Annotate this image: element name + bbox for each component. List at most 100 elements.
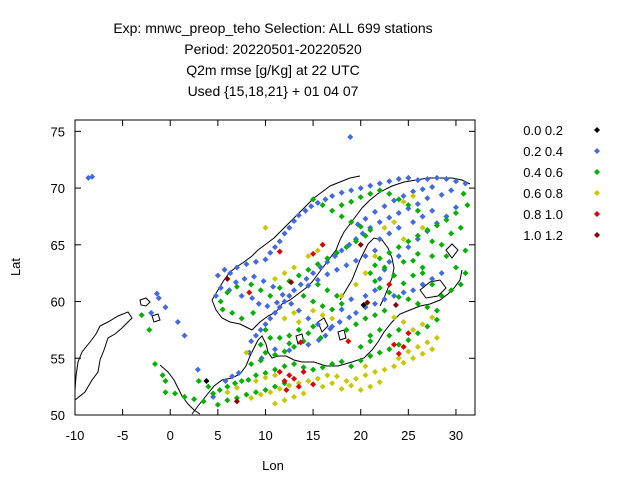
station-marker xyxy=(419,281,426,288)
station-marker xyxy=(391,363,398,370)
station-marker xyxy=(324,255,331,262)
legend-label: 0.2 0.4 xyxy=(523,144,563,159)
station-marker xyxy=(433,222,440,229)
station-marker xyxy=(410,326,417,333)
station-marker xyxy=(381,224,388,231)
station-marker xyxy=(381,307,388,314)
station-marker xyxy=(314,375,321,382)
legend-marker xyxy=(594,211,600,217)
station-marker xyxy=(438,292,445,299)
station-marker xyxy=(362,292,369,299)
station-marker xyxy=(162,377,169,384)
station-marker xyxy=(327,325,334,332)
station-marker xyxy=(357,357,364,364)
station-marker xyxy=(433,334,440,341)
station-marker xyxy=(241,275,248,282)
station-marker xyxy=(460,190,467,197)
station-marker xyxy=(246,289,253,296)
station-marker xyxy=(386,249,393,256)
station-marker xyxy=(443,253,450,260)
station-marker xyxy=(276,248,283,255)
station-marker xyxy=(262,370,269,377)
station-marker xyxy=(372,312,378,319)
station-marker xyxy=(452,264,459,271)
station-marker xyxy=(310,250,317,257)
station-marker xyxy=(238,315,245,322)
station-marker xyxy=(305,315,312,322)
station-marker xyxy=(262,321,269,328)
station-marker xyxy=(232,380,238,387)
station-marker xyxy=(372,368,378,375)
station-marker xyxy=(329,360,336,367)
station-marker xyxy=(424,227,431,234)
station-marker xyxy=(224,389,231,396)
title-line-2: Period: 20220501-20220520 xyxy=(184,41,362,57)
station-marker xyxy=(343,326,350,333)
station-marker xyxy=(262,256,269,263)
y-tick-label: 70 xyxy=(51,181,65,196)
station-marker xyxy=(310,196,317,203)
station-marker xyxy=(419,270,426,277)
station-marker xyxy=(250,309,257,316)
station-marker xyxy=(376,379,383,386)
station-marker xyxy=(338,247,345,254)
station-marker xyxy=(210,393,217,400)
station-marker xyxy=(338,385,345,392)
station-marker xyxy=(257,341,264,348)
station-marker xyxy=(319,202,326,209)
station-marker xyxy=(286,372,293,379)
station-marker xyxy=(414,177,421,184)
station-marker xyxy=(419,186,426,193)
station-marker xyxy=(362,215,369,222)
x-axis-label: Lon xyxy=(262,458,284,473)
station-marker xyxy=(452,204,459,211)
station-marker xyxy=(146,326,153,333)
station-marker xyxy=(210,390,217,397)
station-marker xyxy=(257,357,264,364)
x-tick-label: 15 xyxy=(306,428,320,443)
station-marker xyxy=(400,280,407,287)
station-marker xyxy=(367,338,374,345)
station-marker xyxy=(395,355,402,362)
legend-marker xyxy=(594,127,600,133)
station-marker xyxy=(333,249,340,256)
station-marker xyxy=(376,180,383,187)
station-marker xyxy=(433,174,440,181)
station-marker xyxy=(352,309,359,316)
station-marker xyxy=(429,238,436,245)
station-marker xyxy=(252,377,259,384)
station-marker xyxy=(357,185,364,192)
station-marker xyxy=(410,193,417,200)
station-marker xyxy=(288,279,295,286)
station-marker xyxy=(395,253,402,260)
station-marker xyxy=(238,292,245,299)
station-marker xyxy=(400,258,407,265)
station-marker xyxy=(414,207,421,214)
station-marker xyxy=(252,258,259,265)
station-marker xyxy=(372,300,378,307)
station-marker xyxy=(362,372,369,379)
station-marker xyxy=(317,264,324,271)
station-marker xyxy=(400,318,407,325)
station-marker xyxy=(338,292,345,299)
station-marker xyxy=(376,349,383,356)
x-tick-label: 5 xyxy=(214,428,221,443)
station-marker xyxy=(222,377,229,384)
station-marker xyxy=(295,326,302,333)
station-marker xyxy=(272,372,278,379)
station-marker xyxy=(310,381,317,388)
station-marker xyxy=(286,340,293,347)
station-marker xyxy=(224,289,231,296)
x-tick-label: -5 xyxy=(117,428,129,443)
station-marker xyxy=(395,341,402,348)
station-marker xyxy=(305,253,312,260)
station-marker xyxy=(343,244,350,251)
station-marker xyxy=(295,380,302,387)
station-marker xyxy=(255,300,262,307)
station-marker xyxy=(297,281,304,288)
station-marker xyxy=(414,232,421,239)
station-marker xyxy=(438,270,445,277)
station-marker xyxy=(429,346,436,353)
station-marker xyxy=(372,208,378,215)
